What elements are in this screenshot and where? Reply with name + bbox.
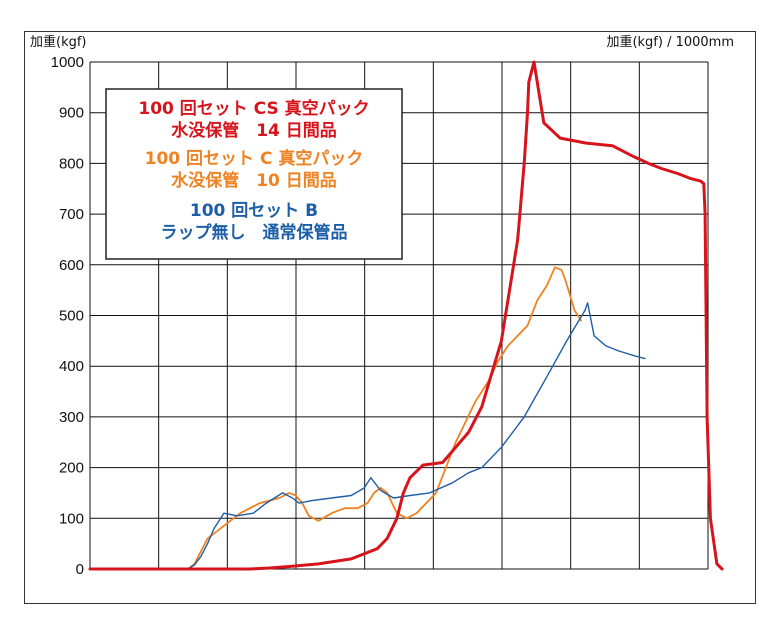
y-tick-label: 100 [59, 510, 84, 527]
y-tick-label: 500 [59, 308, 84, 325]
legend-series-3-line-2: ラップ無し 通常保管品 [161, 222, 348, 243]
outer-frame [24, 31, 756, 604]
y-tick-label: 200 [59, 460, 84, 477]
series-line-2 [186, 266, 582, 570]
legend-box [105, 88, 403, 260]
y-tick-label: 800 [59, 155, 84, 172]
legend: 100 回セット CS 真空パック 水没保管 14 日間品 100 回セット C… [105, 88, 403, 260]
y-tick-label: 1000 [51, 54, 84, 71]
legend-series-2-line-2: 水没保管 10 日間品 [171, 170, 337, 191]
y-tick-label: 600 [59, 257, 84, 274]
x-axis-title: 加重(kgf) / 1000mm [606, 34, 734, 50]
y-tick-label: 700 [59, 206, 84, 223]
y-tick-label: 0 [76, 561, 84, 578]
legend-series-3-line-1: 100 回セット B [190, 201, 318, 221]
legend-series-1-line-1: 100 回セット CS 真空パック [138, 98, 369, 119]
y-tick-label: 300 [59, 409, 84, 426]
legend-series-1-line-2: 水没保管 14 日間品 [171, 120, 337, 141]
y-tick-label: 900 [59, 105, 84, 122]
series-group [88, 60, 724, 571]
series-line-1 [88, 60, 724, 571]
y-tick-label: 400 [59, 358, 84, 375]
y-axis-title: 加重(kgf) [30, 34, 87, 50]
series-line-3 [187, 302, 646, 570]
legend-series-2-line-1: 100 回セット C 真空パック [145, 148, 364, 169]
